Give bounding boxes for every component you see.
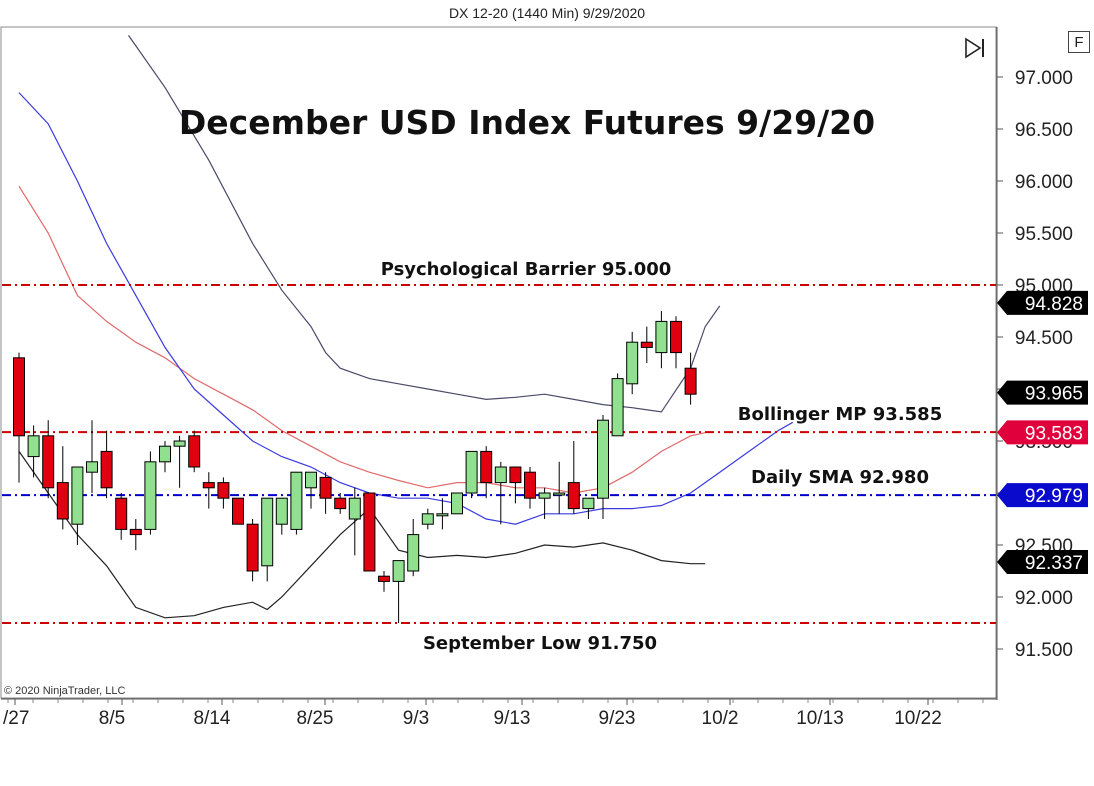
x-tick-label: 10/2 bbox=[702, 708, 739, 729]
chart-title: December USD Index Futures 9/29/20 bbox=[179, 103, 875, 142]
candle-body bbox=[71, 466, 84, 525]
x-tick-label: 8/5 bbox=[99, 708, 125, 729]
psychological-barrier-label: Psychological Barrier 95.000 bbox=[381, 259, 672, 280]
daily-sma-label: Daily SMA 92.980 bbox=[751, 467, 929, 488]
x-tick-label: 8/25 bbox=[297, 708, 334, 729]
candle-body bbox=[465, 450, 478, 494]
candle-body bbox=[13, 357, 25, 437]
x-tick-label: 10/13 bbox=[796, 708, 844, 729]
candle-body bbox=[421, 513, 434, 525]
price-marker-bg bbox=[997, 483, 1088, 508]
daily-sma-line bbox=[18, 92, 794, 525]
candle-body bbox=[159, 445, 171, 463]
price-marker-text: 92.337 bbox=[1025, 553, 1083, 574]
candle-body bbox=[494, 466, 507, 484]
price-marker-bg bbox=[997, 420, 1088, 445]
last-close-marker: 94.828 bbox=[997, 290, 1088, 315]
candle-body bbox=[670, 320, 682, 354]
candle-body bbox=[217, 482, 230, 499]
candle-body bbox=[509, 466, 522, 484]
y-tick-label: 96.000 bbox=[1015, 172, 1073, 193]
price-marker-text: 93.583 bbox=[1025, 423, 1083, 444]
price-marker-bg bbox=[997, 549, 1088, 574]
candle-body bbox=[655, 320, 668, 354]
candle-body bbox=[290, 471, 303, 530]
time-axis: /27 8/5 8/14 8/25 9/3 9/13 9/23 10/2 10/13 10/22 bbox=[3, 699, 984, 729]
candle-body bbox=[202, 482, 215, 489]
candle-body bbox=[567, 482, 580, 510]
candle-body bbox=[436, 513, 449, 517]
sma-marker: 92.979 bbox=[997, 483, 1088, 508]
september-low-label: September Low 91.750 bbox=[423, 633, 657, 654]
y-tick-label: 92.000 bbox=[1015, 588, 1073, 609]
y-tick-label: 95.500 bbox=[1015, 224, 1073, 245]
candle-body bbox=[129, 528, 142, 536]
candle-body bbox=[363, 492, 376, 572]
candle-body bbox=[144, 461, 157, 530]
candle-body bbox=[115, 497, 128, 530]
candle-body bbox=[56, 482, 69, 520]
y-tick-label: 91.500 bbox=[1015, 640, 1073, 661]
close-marker: 93.965 bbox=[997, 380, 1088, 405]
price-marker-bg bbox=[997, 380, 1088, 405]
y-tick-label: 96.500 bbox=[1015, 120, 1073, 141]
candle-body bbox=[597, 419, 609, 499]
x-tick-label: /27 bbox=[3, 708, 29, 729]
bollinger-mp-label: Bollinger MP 93.585 bbox=[738, 404, 942, 425]
candle-body bbox=[553, 492, 566, 496]
candles bbox=[13, 311, 697, 623]
price-marker-bg bbox=[997, 290, 1088, 315]
price-marker-text: 94.828 bbox=[1025, 294, 1083, 315]
candle-body bbox=[451, 492, 463, 515]
candle-body bbox=[538, 492, 551, 499]
candle-body bbox=[246, 523, 259, 572]
candle-body bbox=[407, 534, 420, 572]
candle-body bbox=[27, 435, 40, 458]
x-tick-label: 9/13 bbox=[494, 708, 531, 729]
skip-to-end-icon[interactable] bbox=[963, 36, 989, 60]
bollinger-upper-line bbox=[128, 35, 721, 413]
x-tick-label: 10/22 bbox=[894, 708, 942, 729]
y-tick-label: 97.000 bbox=[1015, 68, 1073, 89]
price-markers: 94.828 93.965 93.583 92.979 92.337 bbox=[997, 290, 1088, 574]
copyright-text: © 2020 NinjaTrader, LLC bbox=[4, 685, 126, 697]
lower-band-marker: 92.337 bbox=[997, 549, 1088, 574]
candle-body bbox=[173, 440, 186, 447]
candle-body bbox=[480, 450, 493, 484]
x-tick-label: 9/3 bbox=[403, 708, 429, 729]
candle-body bbox=[348, 497, 361, 520]
candle-body bbox=[100, 450, 113, 489]
candle-body bbox=[305, 471, 317, 489]
bollinger-mp-marker: 93.583 bbox=[997, 420, 1088, 445]
candle-body bbox=[319, 476, 332, 499]
f-button[interactable]: F bbox=[1068, 31, 1090, 53]
candle-body bbox=[611, 378, 624, 437]
candle-body bbox=[378, 575, 390, 582]
candle-body bbox=[261, 497, 274, 567]
price-marker-text: 92.979 bbox=[1025, 486, 1083, 507]
reference-lines: Psychological Barrier 95.000 Bollinger MP… bbox=[2, 259, 996, 654]
y-tick-label: 94.500 bbox=[1015, 328, 1073, 349]
candle-body bbox=[232, 497, 244, 525]
candle-body bbox=[684, 367, 697, 395]
candle-body bbox=[626, 341, 639, 385]
candle-body bbox=[86, 461, 98, 473]
candle-body bbox=[275, 497, 288, 525]
candle-body bbox=[188, 435, 201, 468]
candle-body bbox=[524, 471, 536, 499]
candle-body bbox=[640, 341, 653, 348]
candle-body bbox=[392, 560, 405, 582]
plot-area bbox=[0, 26, 997, 699]
window-title: DX 12-20 (1440 Min) 9/29/2020 bbox=[448, 5, 646, 21]
candle-body bbox=[334, 497, 347, 510]
candle-body bbox=[42, 435, 55, 489]
x-tick-label: 9/23 bbox=[599, 708, 636, 729]
x-tick-label: 8/14 bbox=[194, 708, 231, 729]
candle-body bbox=[582, 497, 595, 510]
price-marker-text: 93.965 bbox=[1025, 384, 1083, 405]
